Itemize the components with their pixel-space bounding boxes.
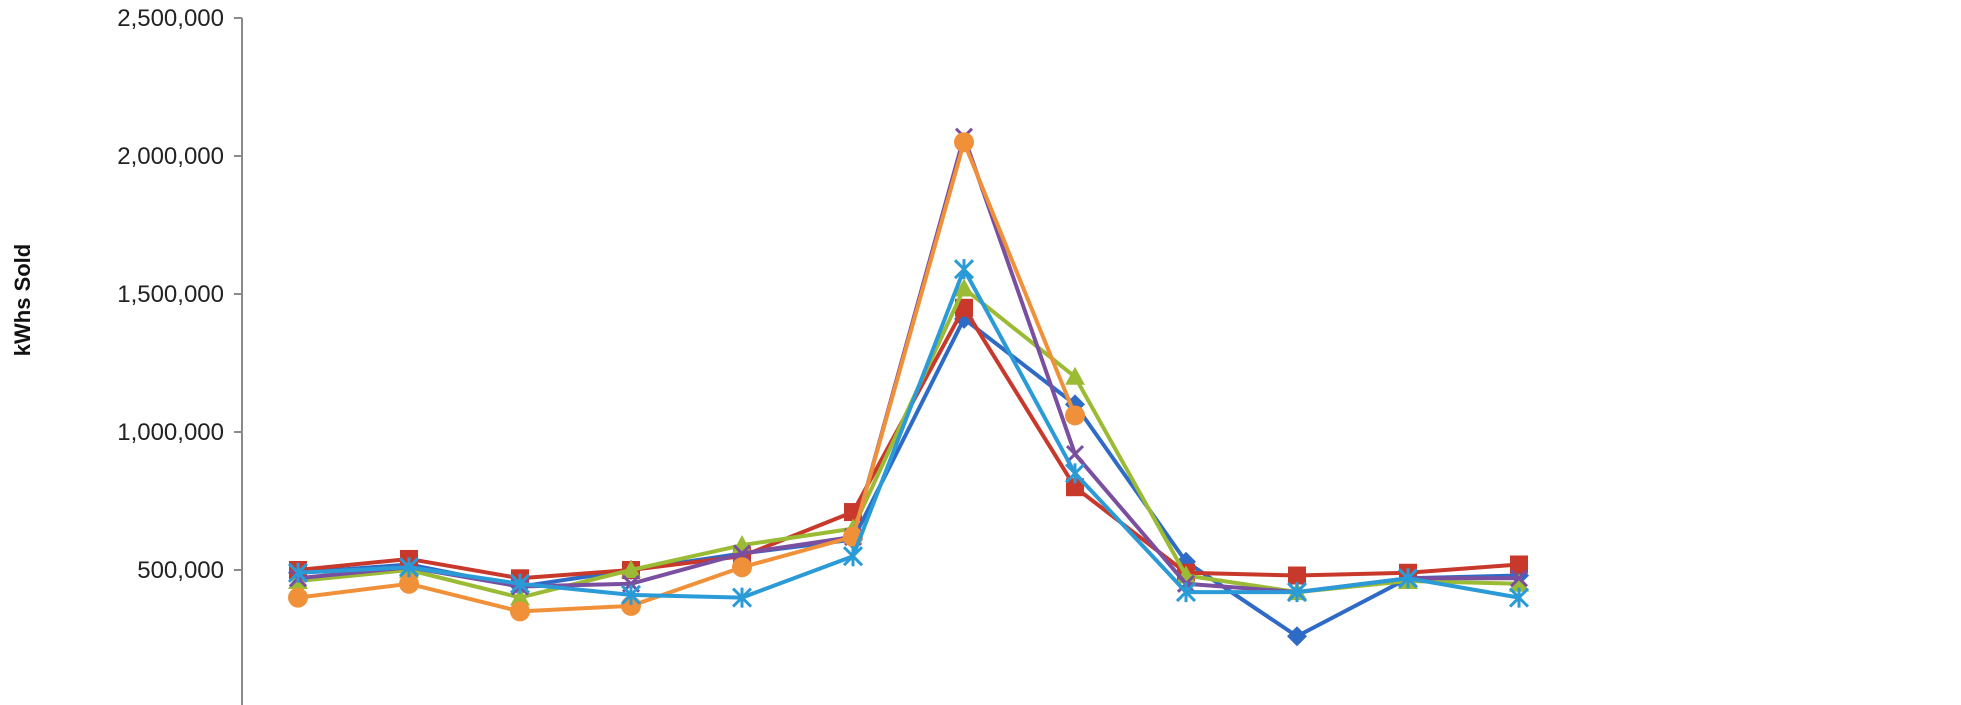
data-point xyxy=(398,557,420,578)
data-point xyxy=(955,298,973,317)
series-6 xyxy=(287,259,1530,608)
data-point xyxy=(1065,366,1085,385)
data-point xyxy=(1510,555,1528,574)
y-tick-label: 1,500,000 xyxy=(117,281,224,308)
series-line xyxy=(296,267,1521,600)
data-point xyxy=(1509,573,1529,592)
y-tick-label: 1,000,000 xyxy=(117,419,224,446)
data-point xyxy=(731,587,753,608)
data-point xyxy=(1287,626,1307,647)
series-1 xyxy=(288,308,1529,647)
data-point xyxy=(621,560,641,578)
y-tick-label: 2,000,000 xyxy=(117,143,224,170)
y-axis: 500,000 1,000,000 1,500,000 2,000,000 2,500,… xyxy=(117,5,243,705)
data-point xyxy=(510,601,530,622)
data-point xyxy=(1508,587,1530,608)
y-tick-label: 500,000 xyxy=(137,557,224,584)
y-tick-label: 2,500,000 xyxy=(117,5,224,32)
series-line xyxy=(296,305,1521,581)
series-4 xyxy=(288,127,1529,602)
data-point xyxy=(1175,582,1197,603)
data-point xyxy=(842,546,864,567)
data-point xyxy=(399,573,419,594)
y-axis-title: kWhs Sold xyxy=(10,244,35,356)
data-point xyxy=(288,587,308,608)
data-point xyxy=(287,562,309,583)
data-point xyxy=(954,132,974,153)
data-point xyxy=(1064,463,1086,484)
data-point xyxy=(510,587,530,606)
data-point xyxy=(1397,568,1419,589)
data-point xyxy=(1065,405,1085,426)
data-point xyxy=(509,573,531,594)
data-point xyxy=(732,544,752,563)
data-point xyxy=(1509,569,1529,588)
series-line xyxy=(296,134,1521,595)
series-line xyxy=(296,140,1077,614)
data-point xyxy=(954,278,974,297)
series-3 xyxy=(288,278,1529,606)
data-point xyxy=(953,259,975,280)
data-point xyxy=(620,584,642,605)
series-5 xyxy=(288,132,1085,622)
data-point xyxy=(732,557,752,578)
data-point xyxy=(1066,478,1084,497)
data-point xyxy=(1288,566,1306,585)
plot-area xyxy=(287,127,1530,647)
data-point xyxy=(1286,582,1308,603)
